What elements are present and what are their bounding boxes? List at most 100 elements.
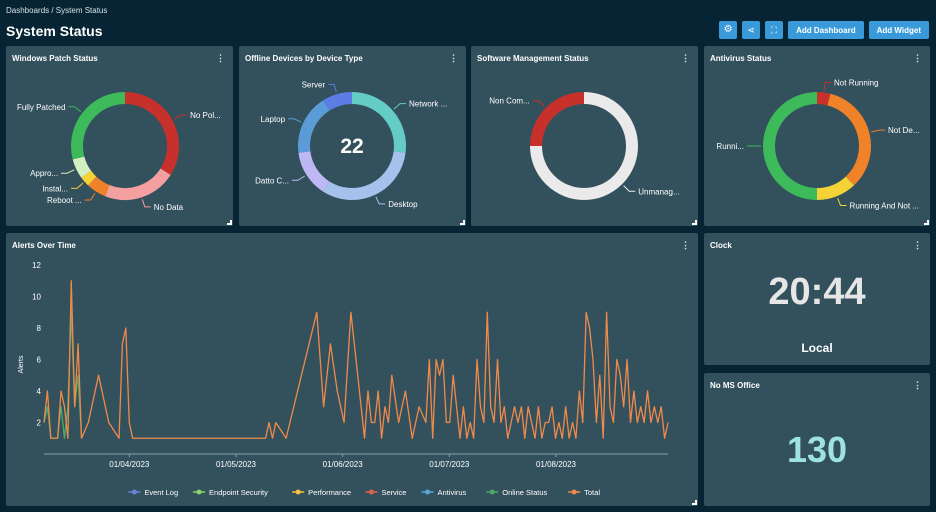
settings-button[interactable]: ⚙ [719,21,738,39]
slice-leader-line [84,193,96,201]
slice-label-instal: Instal... [42,184,68,193]
slice-not-running[interactable] [816,92,831,106]
widget-title: Antivirus Status [710,54,772,63]
legend-item-total[interactable]: Total [568,488,600,497]
fullscreen-icon: ⛶ [770,24,778,35]
slice-reboot[interactable] [88,176,110,197]
slice-runni[interactable] [763,92,818,200]
fullscreen-button[interactable]: ⛶ [765,21,784,39]
slice-leader-line [823,82,832,91]
widget-menu-icon[interactable]: ⋮ [913,53,922,63]
patch-donut-chart: No Pol... No Data Reboot ... Instal... Appro… [17,92,221,212]
y-tick-label: 12 [32,261,41,270]
offline-donut-chart: Network ... Desktop Datto C... Laptop Server… [255,81,447,209]
legend-item-endpoint-security[interactable]: Endpoint Security [193,488,268,497]
slice-leader-line [70,182,84,189]
resize-handle[interactable] [227,220,232,225]
resize-handle[interactable] [692,220,697,225]
y-axis-label: Alerts [18,355,25,373]
legend-item-event-log[interactable]: Event Log [128,488,178,497]
slice-not-de[interactable] [827,93,871,186]
slice-datto-c[interactable] [298,150,330,192]
widget-title: Offline Devices by Device Type [245,54,363,63]
legend-item-service[interactable]: Service [365,488,406,497]
x-tick-label: 01/06/2023 [323,460,364,469]
slice-leader-line [532,100,545,107]
legend-label: Antivirus [438,488,467,497]
share-button[interactable]: ⋖ [742,21,761,39]
slice-non-com[interactable] [530,92,585,147]
widget-antivirus-status: Antivirus Status ⋮ Not Running Not De... R… [704,46,930,226]
slice-leader-line [328,84,337,93]
widget-title: Alerts Over Time [12,241,76,250]
legend-item-online-status[interactable]: Online Status [486,488,548,497]
widget-title: Clock [710,241,732,250]
slice-label-running-and-not: Running And Not ... [850,202,919,211]
legend-label: Endpoint Security [209,488,268,497]
clock-time: 20:44 [768,271,866,313]
slice-label-runni: Runni... [716,142,744,151]
resize-handle[interactable] [924,220,929,225]
legend-item-performance[interactable]: Performance [292,488,351,497]
slice-leader-line [141,199,151,208]
no-office-count[interactable]: 130 [786,429,848,470]
widget-software-management: Software Management Status ⋮ Unmanag... N… [471,46,698,226]
legend-item-antivirus[interactable]: Antivirus [421,488,467,497]
slice-leader-line [623,185,636,192]
slice-label-desktop: Desktop [388,200,418,209]
legend-swatch-dot [196,489,202,495]
slice-network[interactable] [351,92,406,153]
legend-swatch-dot [425,489,431,495]
slice-leader-line [68,106,82,113]
widget-menu-icon[interactable]: ⋮ [449,53,458,63]
widget-menu-icon[interactable]: ⋮ [216,53,225,63]
breadcrumb[interactable]: Dashboards / System Status [6,6,108,15]
slice-fully-patched[interactable] [71,92,126,160]
legend-label: Event Log [144,488,178,497]
gear-icon: ⚙ [723,24,733,35]
slice-label-no-data: No Data [154,203,184,212]
legend-label: Performance [308,488,351,497]
software-donut-chart: Unmanag... Non Com... [489,92,680,200]
slice-leader-line [393,103,407,110]
widget-title: Windows Patch Status [12,54,98,63]
resize-handle[interactable] [692,500,697,505]
slice-unmanag[interactable] [530,92,638,200]
legend-label: Total [584,488,600,497]
slice-label-non-com: Non Com... [489,97,529,106]
slice-instal[interactable] [81,170,97,186]
slice-leader-line [173,114,188,120]
legend-label: Service [381,488,406,497]
alerts-line-chart: 2 4 6 8 10 12 Alerts 01/04/2023 01/05/2023 01/06/… [18,261,669,497]
widget-menu-icon[interactable]: ⋮ [681,240,690,250]
slice-desktop[interactable] [323,151,406,200]
slice-appro[interactable] [72,156,92,178]
slice-laptop[interactable] [298,100,330,153]
slice-label-no-pol: No Pol... [190,111,221,120]
resize-handle[interactable] [460,220,465,225]
x-tick-label: 01/05/2023 [216,460,257,469]
add-widget-button[interactable]: Add Widget [868,21,929,39]
add-dashboard-button[interactable]: Add Dashboard [788,21,864,39]
y-tick-label: 8 [37,324,42,333]
slice-running-and-not[interactable] [816,176,854,200]
widget-menu-icon[interactable]: ⋮ [913,240,922,250]
legend-label: Online Status [502,488,547,497]
donut-center-value: 22 [340,135,363,158]
series-line-total[interactable] [43,280,669,439]
widget-menu-icon[interactable]: ⋮ [913,380,922,390]
slice-no-data[interactable] [105,168,171,200]
slice-label-server: Server [302,81,326,90]
widget-title: No MS Office [710,381,760,390]
slice-no-pol[interactable] [124,92,179,175]
slice-label-fully-patched: Fully Patched [17,103,65,112]
y-tick-label: 4 [37,387,42,396]
slice-server[interactable] [323,92,353,111]
y-tick-label: 10 [32,293,41,302]
slice-leader-line [375,196,386,205]
y-tick-label: 2 [37,419,42,428]
slice-label-unmanag: Unmanag... [638,187,679,196]
slice-leader-line [871,129,885,133]
slice-label-appro: Appro... [30,169,58,178]
widget-menu-icon[interactable]: ⋮ [681,53,690,63]
